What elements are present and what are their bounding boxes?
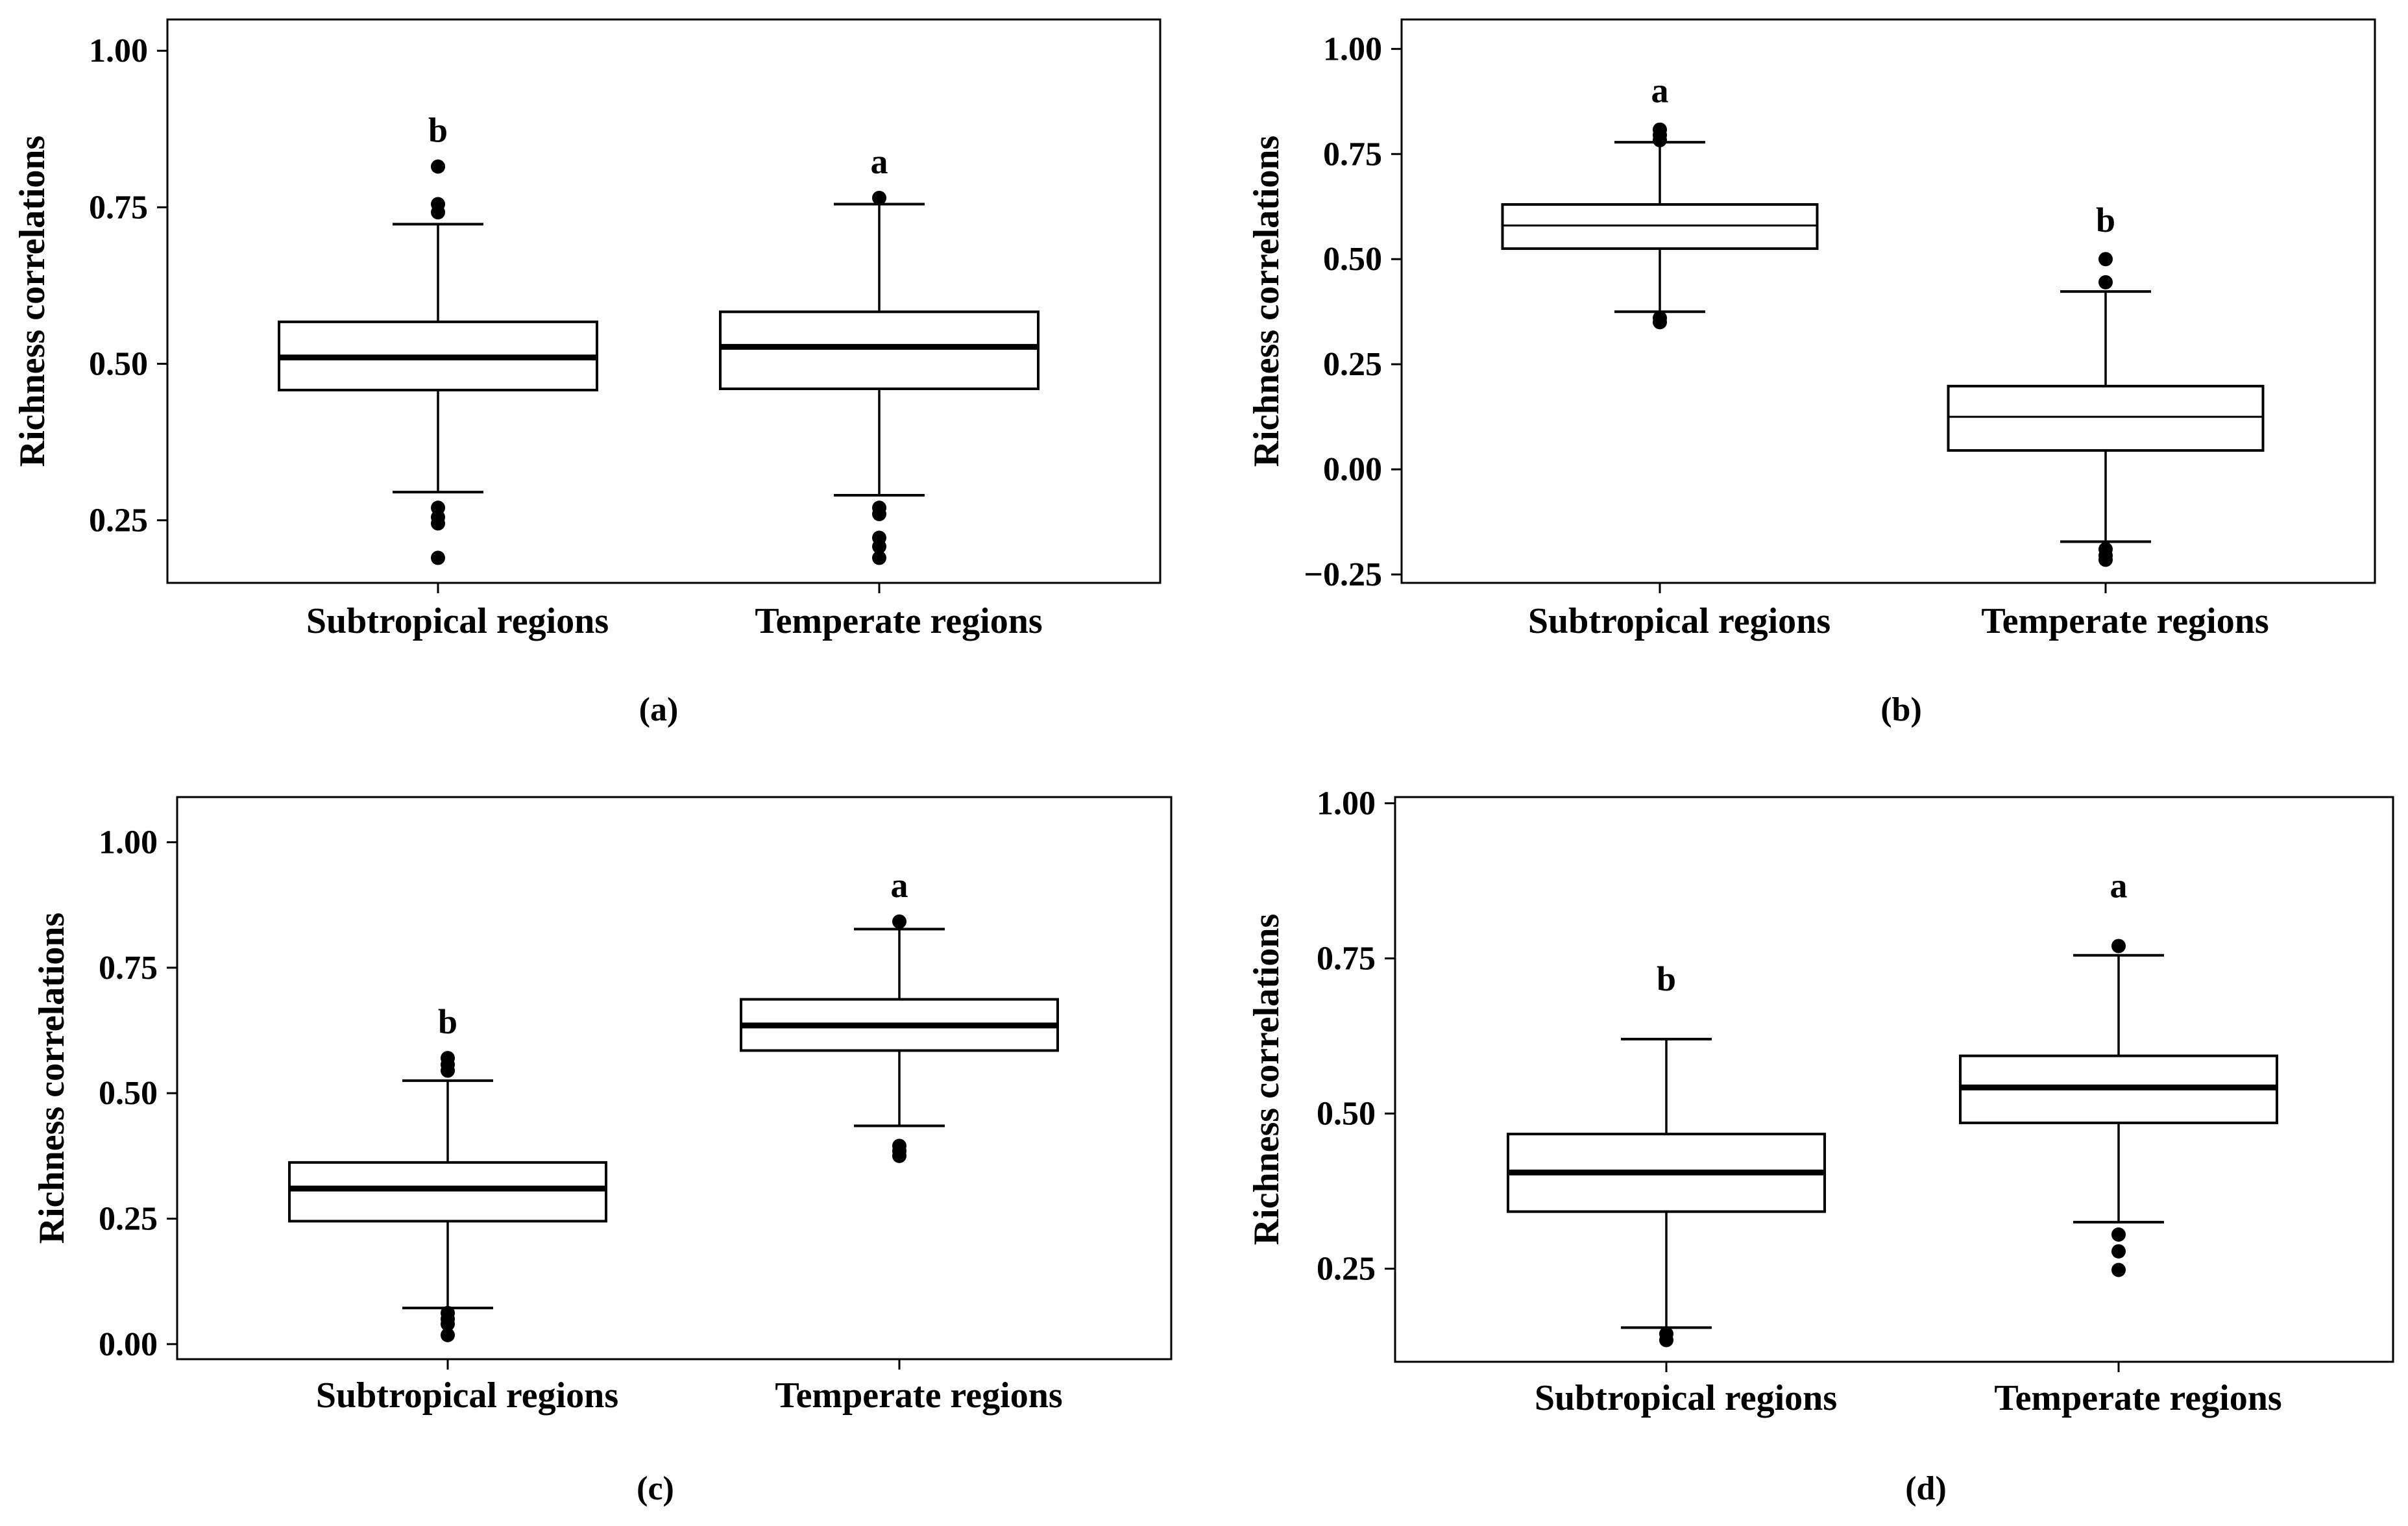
chart-panel-a: 0.25 0.50 0.75 1.00 Richness correlations b Su…: [12, 18, 1161, 728]
iqr-box: [288, 1161, 607, 1223]
box-subtropical: b Subtropical regions: [278, 111, 609, 641]
y-tick-label: 0.25: [99, 1201, 158, 1238]
y-tick-label: −0.25: [1304, 556, 1382, 593]
significance-letter: a: [871, 142, 888, 181]
iqr-box: [1947, 384, 2265, 452]
y-tick-label: 0.75: [1317, 941, 1376, 978]
outlier-point: [431, 205, 445, 220]
box-subtropical: b Subtropical regions: [288, 1002, 618, 1416]
box-temperate: a Temperate regions: [1959, 866, 2282, 1418]
y-tick-label: 0.75: [89, 189, 148, 226]
box-subtropical: a Subtropical regions: [1501, 71, 1830, 641]
significance-letter: a: [1651, 71, 1669, 110]
panel-label: (d): [1905, 1470, 1947, 1507]
y-tick-label: 0.50: [99, 1075, 158, 1112]
plot-frame: [1394, 796, 2394, 1363]
box-subtropical: b Subtropical regions: [1507, 959, 1837, 1418]
panel-label: (a): [639, 691, 679, 728]
panel-label: (b): [1880, 691, 1922, 728]
y-axis-title: Richness correlations: [1247, 914, 1287, 1246]
x-category-label: Temperate regions: [1994, 1378, 2281, 1418]
outlier-point: [431, 550, 445, 565]
outlier-point: [2098, 552, 2113, 567]
outlier-point: [431, 516, 445, 531]
outlier-point: [872, 539, 886, 554]
outlier-point: [2111, 1244, 2126, 1259]
significance-letter: b: [1657, 959, 1676, 998]
y-tick-label: 0.00: [1323, 451, 1382, 488]
outlier-point: [2111, 939, 2126, 954]
x-category-label: Subtropical regions: [1535, 1378, 1837, 1418]
y-tick-label: 0.75: [1323, 136, 1382, 173]
y-axis-title: Richness correlations: [32, 913, 72, 1244]
plot-frame: [1400, 18, 2376, 584]
box-temperate: a Temperate regions: [719, 142, 1043, 641]
y-tick-label: 0.50: [1323, 241, 1382, 278]
outlier-point: [1653, 315, 1667, 330]
box-temperate: a Temperate regions: [740, 866, 1063, 1416]
outlier-point: [872, 550, 886, 565]
y-tick-label: 0.25: [89, 502, 148, 539]
iqr-box: [1501, 203, 1819, 251]
y-tick-label: 1.00: [89, 32, 148, 69]
significance-letter: b: [428, 111, 448, 150]
significance-letter: b: [438, 1002, 457, 1041]
outlier-point: [441, 1063, 455, 1078]
box-temperate: b Temperate regions: [1947, 201, 2269, 641]
chart-panel-d: 0.25 0.50 0.75 1.00 Richness correlations b Su…: [1247, 785, 2394, 1507]
x-category-label: Subtropical regions: [316, 1375, 618, 1416]
outlier-point: [872, 190, 886, 205]
x-category-label: Temperate regions: [755, 601, 1042, 641]
outlier-point: [2111, 1227, 2126, 1242]
chart-panel-b: −0.25 0.00 0.25 0.50 0.75 1.00 Richness correl…: [1247, 18, 2376, 728]
y-axis-title: Richness correlations: [1247, 136, 1287, 467]
outlier-point: [892, 1148, 906, 1163]
y-tick-label: 1.00: [1323, 31, 1382, 68]
x-category-label: Temperate regions: [775, 1375, 1062, 1416]
y-tick-label: 0.25: [1317, 1251, 1376, 1288]
outlier-point: [431, 159, 445, 174]
y-tick-label: 0.25: [1323, 346, 1382, 383]
outlier-point: [441, 1316, 455, 1331]
outlier-point: [872, 506, 886, 521]
significance-letter: b: [2096, 201, 2115, 240]
y-axis-title: Richness correlations: [12, 136, 53, 467]
significance-letter: a: [2110, 866, 2128, 905]
chart-panel-c: 0.00 0.25 0.50 0.75 1.00 Richness correlation…: [32, 796, 1173, 1507]
outlier-point: [2111, 1262, 2126, 1277]
y-tick-label: 0.00: [99, 1326, 158, 1363]
outlier-point: [1659, 1333, 1673, 1348]
outlier-point: [892, 914, 906, 929]
panel-label: (c): [637, 1470, 674, 1507]
outlier-point: [2098, 275, 2113, 289]
y-tick-label: 0.50: [89, 345, 148, 382]
x-category-label: Subtropical regions: [1528, 601, 1830, 641]
plot-frame: [166, 18, 1161, 584]
y-tick-label: 1.00: [1317, 785, 1376, 822]
x-category-label: Temperate regions: [1981, 601, 2268, 641]
y-tick-label: 0.50: [1317, 1096, 1376, 1133]
x-category-label: Subtropical regions: [306, 601, 609, 641]
y-tick-label: 1.00: [99, 824, 158, 861]
plot-frame: [176, 796, 1173, 1360]
significance-letter: a: [891, 866, 908, 905]
outlier-point: [1653, 132, 1667, 147]
outlier-point: [441, 1327, 455, 1342]
y-tick-label: 0.75: [99, 950, 158, 987]
outlier-point: [2098, 252, 2113, 267]
iqr-box: [719, 310, 1040, 391]
